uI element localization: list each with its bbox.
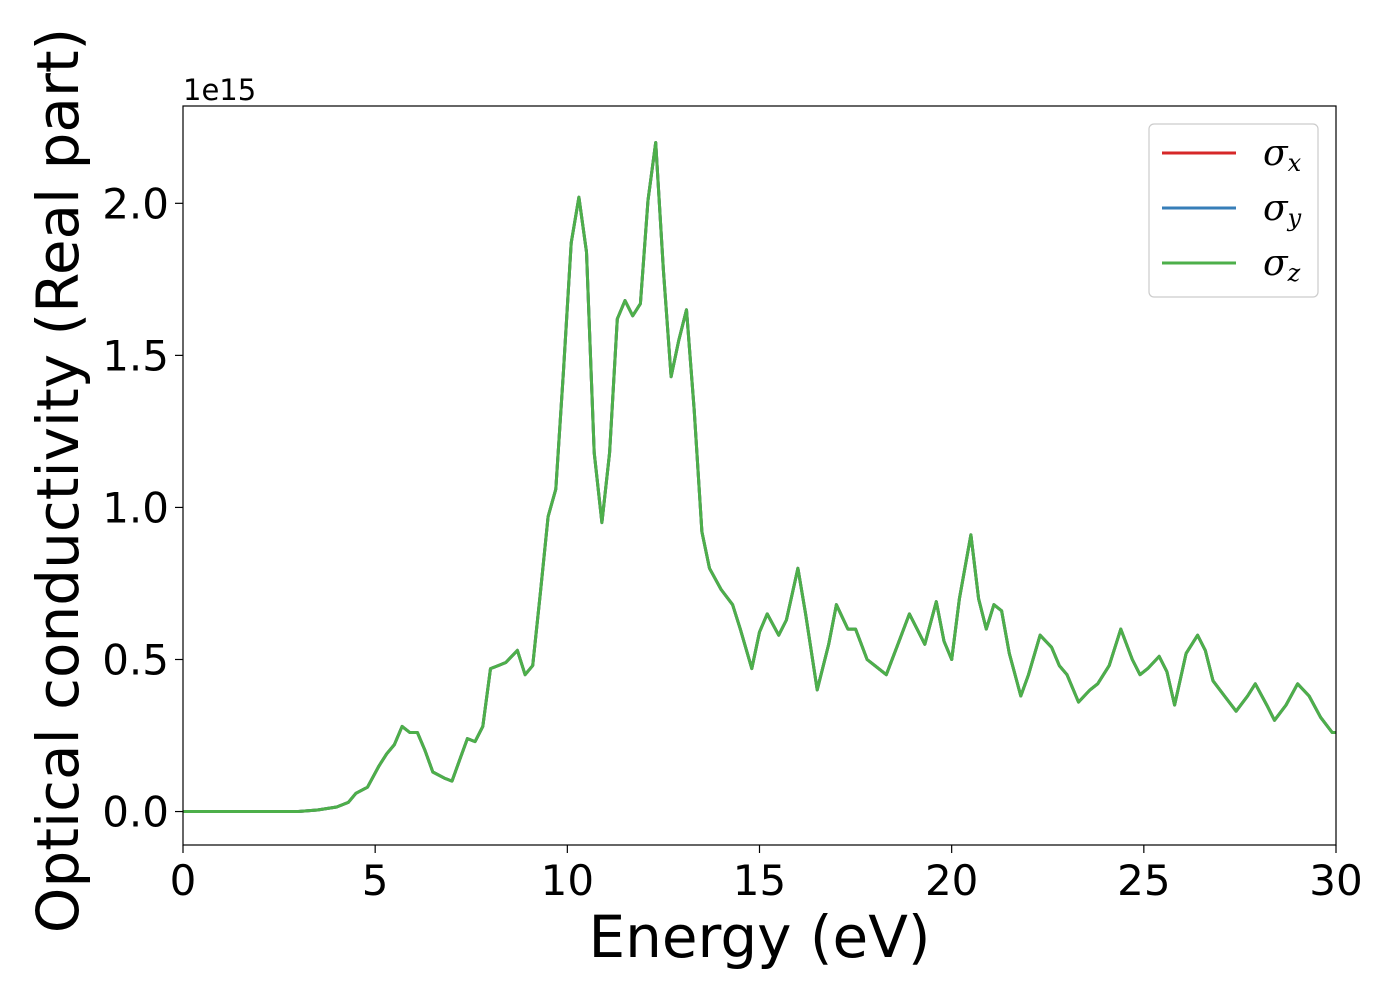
x-tick-label: 30: [1309, 856, 1362, 905]
y-offset-text: 1e15: [183, 73, 256, 107]
x-tick-label: 25: [1117, 856, 1170, 905]
legend: σx σy σz: [1148, 123, 1319, 298]
y-tick-label: 0.5: [102, 635, 169, 684]
series-line-z: [183, 141, 1336, 813]
x-tick-label: 0: [170, 856, 197, 905]
y-tick-label: 0.0: [102, 788, 169, 837]
y-tick-label: 1.0: [102, 483, 169, 532]
y-tick-label: 2.0: [102, 179, 169, 228]
x-tick-label: 5: [362, 856, 389, 905]
x-axis: 0 5 10 15 20 25 30: [170, 845, 1363, 905]
x-axis-title: Energy (eV): [588, 903, 930, 971]
legend-label-z: σz: [1263, 243, 1301, 287]
y-tick-label: 1.5: [102, 331, 169, 380]
x-tick-label: 15: [733, 856, 786, 905]
legend-label-x: σx: [1263, 133, 1302, 177]
x-tick-label: 20: [925, 856, 978, 905]
legend-label-y: σy: [1263, 188, 1302, 232]
legend-box: [1148, 123, 1319, 298]
y-axis: 0.0 0.5 1.0 1.5 2.0: [102, 179, 183, 837]
x-tick-label: 10: [541, 856, 594, 905]
plot-area: [183, 141, 1336, 813]
y-axis-title: Optical conductivity (Real part): [24, 28, 92, 933]
